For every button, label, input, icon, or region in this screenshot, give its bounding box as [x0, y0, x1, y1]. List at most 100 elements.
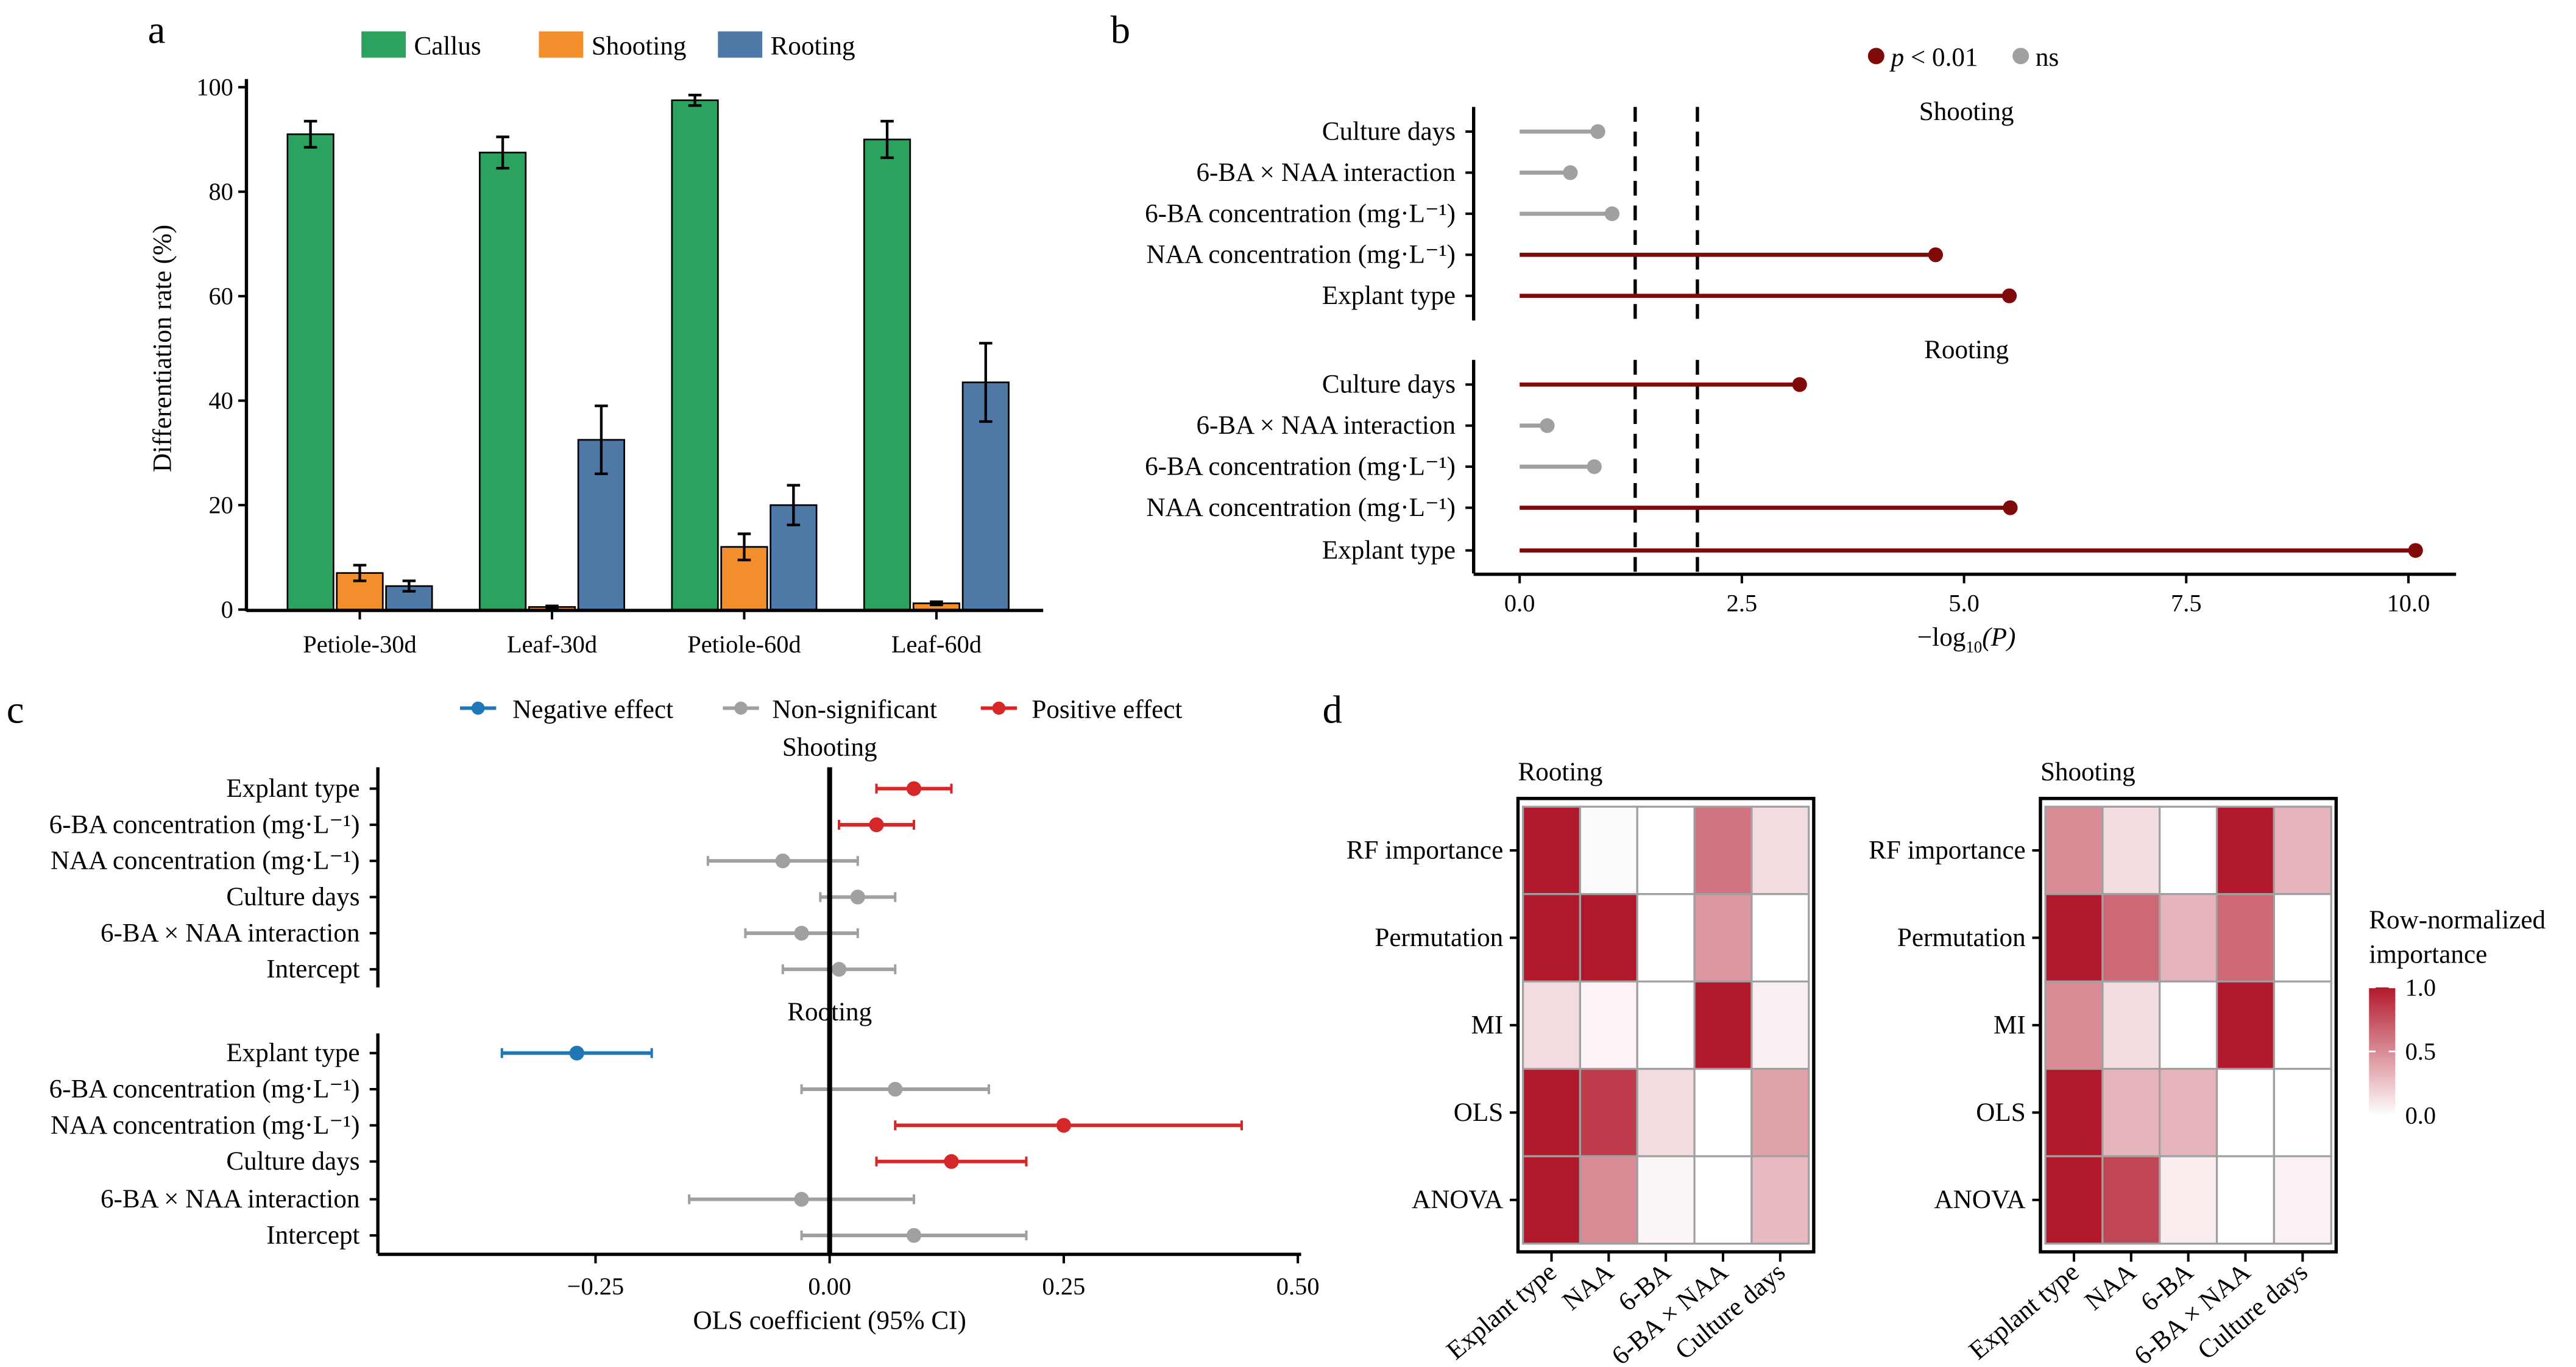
x-tick-label: 0.50	[1276, 1273, 1320, 1300]
y-tick-label: 80	[208, 178, 233, 205]
panel-c-forest-plot: Shooting Explant type 6-BA concentration (…	[49, 696, 1320, 1335]
term-label: Culture days	[1322, 370, 1456, 399]
heatmap-cell	[2215, 1155, 2276, 1245]
x-tick-label: Leaf-30d	[507, 631, 597, 658]
heatmap-cell	[2215, 980, 2276, 1070]
facet-label-shooting: Shooting	[782, 733, 877, 762]
heatmap-cell	[1579, 805, 1638, 895]
term-label: Explant type	[1322, 281, 1456, 310]
heatmap-cell	[2159, 980, 2218, 1070]
row-label: ANOVA	[1412, 1185, 1503, 1214]
estimate-point	[831, 962, 847, 977]
bar-callus	[863, 138, 911, 611]
facet-label-rooting: Rooting	[1924, 336, 2009, 364]
term-label: Culture days	[226, 1147, 359, 1176]
x-tick-label: 7.5	[2171, 589, 2202, 616]
legend-swatch-shooting	[539, 31, 584, 58]
term-label: Explant type	[226, 1039, 359, 1067]
heatmap-cell	[1750, 980, 1810, 1070]
heatmap-cell	[2101, 1155, 2161, 1245]
heatmap-cell	[1750, 1155, 1810, 1245]
heatmap-cell	[2044, 893, 2104, 983]
lollipop-point	[1928, 247, 1944, 263]
heatmap-cell	[2044, 805, 2104, 895]
heatmap-cell	[1693, 893, 1753, 983]
colorbar-title-line1: Row-normalized	[2369, 906, 2546, 934]
row-label: Permutation	[1375, 924, 1503, 952]
heatmap-cell	[1579, 980, 1638, 1070]
heatmap-cell	[1693, 980, 1753, 1070]
panel-label-d: d	[1323, 688, 1342, 732]
x-axis-label: OLS coefficient (95% CI)	[693, 1307, 966, 1335]
heatmap-cell	[1521, 1067, 1582, 1157]
row-label: MI	[1471, 1011, 1504, 1039]
x-tick-label: 5.0	[1948, 589, 1980, 616]
x-label-part: −log	[1917, 623, 1966, 652]
heatmap-cell	[2044, 1067, 2104, 1157]
colorbar-tick-label: 0.0	[2405, 1102, 2436, 1129]
heatmap-cell	[2273, 893, 2332, 983]
term-label: 6-BA × NAA interaction	[1196, 411, 1456, 440]
colorbar-tick-label: 0.5	[2405, 1037, 2436, 1065]
legend-swatch-rooting	[718, 31, 763, 58]
heatmap-cell	[1579, 1067, 1638, 1157]
heatmap-cell	[2101, 1067, 2161, 1157]
estimate-point	[888, 1081, 903, 1097]
legend-point-ns	[2012, 48, 2029, 65]
y-tick-label: 100	[196, 74, 233, 101]
panel-label-c: c	[7, 688, 24, 732]
heatmap-cell	[1750, 1067, 1810, 1157]
heatmap-cell	[2044, 1155, 2104, 1245]
heatmap-cell	[1579, 1155, 1638, 1245]
term-label: Intercept	[266, 1221, 359, 1249]
heatmap-cell	[1579, 893, 1638, 983]
term-label: 6-BA concentration (mg·L⁻¹)	[1145, 453, 1456, 481]
lollipop-point	[1563, 165, 1578, 180]
estimate-point	[944, 1154, 959, 1169]
legend-point-significant	[1867, 48, 1884, 65]
heatmap-cell	[2101, 805, 2161, 895]
term-label: 6-BA × NAA interaction	[101, 919, 360, 947]
bar-callus	[671, 99, 719, 611]
row-label: OLS	[1976, 1098, 2025, 1127]
x-tick-label: 2.5	[1727, 589, 1758, 616]
heatmap-title-shooting: Shooting	[2040, 758, 2135, 786]
heatmap-cell	[2215, 893, 2276, 983]
term-label: Culture days	[1322, 117, 1456, 146]
panel-label-b: b	[1111, 7, 1130, 51]
x-tick-label: 0.0	[1504, 589, 1535, 616]
colorbar-title-line2: importance	[2369, 940, 2487, 969]
facet-label-shooting: Shooting	[1919, 97, 2014, 126]
estimate-point	[775, 853, 790, 869]
estimate-point	[794, 1192, 809, 1207]
estimate-point	[794, 925, 809, 941]
heatmap-cell	[1521, 805, 1582, 895]
lollipop-point	[1604, 206, 1620, 221]
heatmap-cell	[2215, 805, 2276, 895]
legend-label-significant: p < 0.01	[1889, 43, 1978, 72]
legend-point	[992, 701, 1006, 715]
lollipop-point	[2003, 500, 2018, 515]
term-label: NAA concentration (mg·L⁻¹)	[1147, 241, 1456, 269]
heatmap-cell	[2273, 1067, 2332, 1157]
heatmap-cell	[1750, 893, 1810, 983]
row-label: OLS	[1454, 1098, 1503, 1127]
lollipop-point	[1590, 124, 1605, 140]
term-label: NAA concentration (mg·L⁻¹)	[51, 1111, 360, 1140]
lollipop-point	[1587, 459, 1602, 475]
heatmap-cell	[1636, 1155, 1696, 1245]
estimate-point	[850, 889, 865, 905]
estimate-point	[906, 1227, 922, 1243]
heatmap-cell	[2159, 1155, 2218, 1245]
heatmap-title-rooting: Rooting	[1518, 758, 1603, 786]
row-label: RF importance	[1869, 836, 2026, 864]
term-label: Intercept	[266, 955, 359, 984]
lollipop-point	[1540, 418, 1555, 433]
legend-label-part: < 0.01	[1904, 43, 1978, 72]
legend-point	[734, 701, 748, 715]
y-tick-label: 20	[208, 492, 233, 519]
heatmap-cell	[2101, 980, 2161, 1070]
row-label: MI	[1994, 1011, 2026, 1039]
legend-label: Callus	[414, 32, 481, 60]
